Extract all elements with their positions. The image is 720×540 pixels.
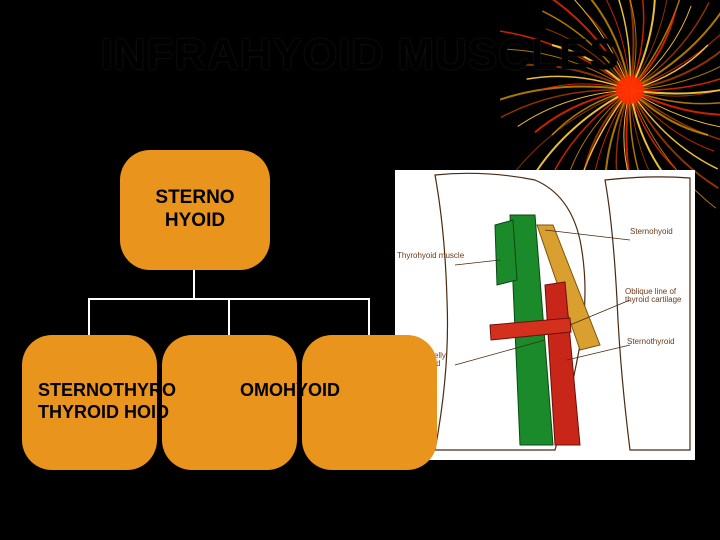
label-thyrohyoid: Thyrohyoid muscle xyxy=(397,252,464,260)
anatomy-illustration: Thyrohyoid muscle Sternohyoid Oblique li… xyxy=(395,170,695,460)
muscle-thyrohyoid xyxy=(495,220,517,285)
neck-outline-right xyxy=(605,177,690,450)
hierarchy-child-box xyxy=(302,335,437,470)
connector-line xyxy=(228,298,230,335)
child-label-line2: THYROID HOID xyxy=(38,402,169,423)
connector-line xyxy=(368,298,370,335)
label-sternohyoid: Sternohyoid xyxy=(630,228,673,236)
connector-line xyxy=(88,298,90,335)
slide-title: INFRAHYOID MUSCLES xyxy=(0,30,720,80)
child-label-line3: OMOHYOID xyxy=(240,380,340,401)
label-oblique: Oblique line of thyroid cartilage xyxy=(625,288,681,305)
child-label-line1: STERNOTHYRO xyxy=(38,380,176,401)
hierarchy-child-box xyxy=(162,335,297,470)
slide: INFRAHYOID MUSCLES STERNO HYOID STERNOTH… xyxy=(0,0,720,540)
connector-line xyxy=(193,270,195,298)
label-sternothyroid: Sternothyroid xyxy=(627,338,675,346)
hierarchy-root-label: STERNO HYOID xyxy=(155,187,234,233)
hierarchy-root-box: STERNO HYOID xyxy=(120,150,270,270)
